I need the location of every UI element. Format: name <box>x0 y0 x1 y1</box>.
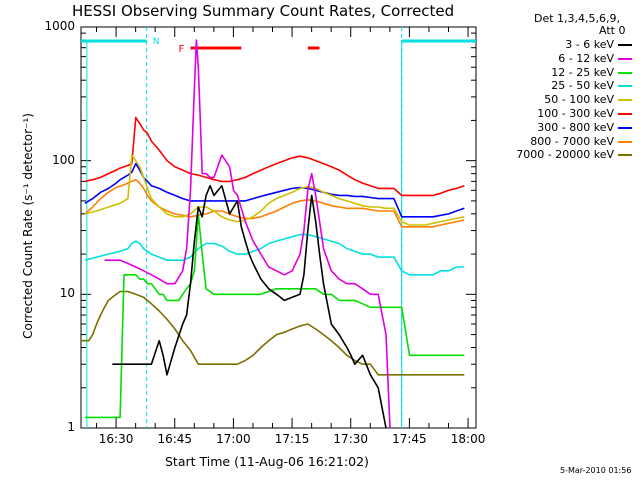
series-line-50-100-kev <box>84 154 465 226</box>
legend-swatch <box>618 57 632 60</box>
x-tick-label: 17:45 <box>392 432 427 446</box>
x-axis-label: Start Time (11-Aug-06 16:21:02) <box>165 454 369 469</box>
legend-entry: 6 - 12 keV <box>476 52 636 66</box>
legend-entry: 300 - 800 keV <box>476 121 636 135</box>
legend-swatch <box>618 112 632 115</box>
chart-title: HESSI Observing Summary Count Rates, Cor… <box>72 2 455 20</box>
legend-entry: 3 - 6 keV <box>476 38 636 52</box>
legend-swatch <box>618 85 632 88</box>
series-line-25-50-kev <box>84 233 465 276</box>
series-line-800-7000-kev <box>84 178 465 228</box>
legend-label: 300 - 800 keV <box>537 120 614 134</box>
series-line-3-6-kev <box>112 184 387 428</box>
legend-label: 7000 - 20000 keV <box>516 148 614 162</box>
legend-label: 3 - 6 keV <box>565 38 614 51</box>
attenuator-info: Att 0 <box>599 24 626 37</box>
legend-label: 6 - 12 keV <box>558 51 614 65</box>
y-tick-label: 10 <box>59 286 75 301</box>
x-tick-label: 17:15 <box>274 432 310 446</box>
y-axis-label: Corrected Count Rate (s⁻¹ detector⁻¹) <box>21 113 35 339</box>
legend-swatch <box>618 126 632 129</box>
legend-entry: 800 - 7000 keV <box>476 135 636 149</box>
legend-swatch <box>618 71 632 74</box>
x-tick-label: 16:30 <box>98 432 134 446</box>
plot-frame <box>80 26 477 429</box>
flare-marker: F <box>179 44 185 55</box>
legend-entry: 7000 - 20000 keV <box>476 148 636 162</box>
series-line-100-300-kev <box>84 116 465 197</box>
legend-entry: 50 - 100 keV <box>476 93 636 107</box>
legend-label: 25 - 50 keV <box>551 79 614 93</box>
legend-label: 12 - 25 keV <box>551 65 614 79</box>
x-tick-label: 18:00 <box>450 432 486 446</box>
legend-label: 100 - 300 keV <box>537 106 614 120</box>
night-marker: N <box>153 37 160 47</box>
series-line-7000-20000-kev <box>81 290 465 376</box>
legend-swatch <box>618 154 632 157</box>
x-tick-label: 16:45 <box>157 432 193 446</box>
series-line-6-12-kev <box>104 39 391 428</box>
legend-entry: 25 - 50 keV <box>476 79 636 93</box>
x-tick-label: 17:30 <box>333 432 369 446</box>
x-tick-label: 17:00 <box>216 432 251 446</box>
detector-info: Det 1,3,4,5,6,9, <box>534 12 621 25</box>
series-line-300-800-kev <box>84 162 465 218</box>
y-tick-label: 1000 <box>44 19 75 33</box>
series-line-12-25-kev <box>84 213 465 419</box>
legend-label: 50 - 100 keV <box>544 93 614 107</box>
y-tick-label: 100 <box>52 152 75 167</box>
legend-label: 800 - 7000 keV <box>530 134 614 148</box>
legend-entry: 100 - 300 keV <box>476 107 636 121</box>
legend: 3 - 6 keV 6 - 12 keV 12 - 25 keV 25 - 50 ke… <box>476 38 636 162</box>
legend-swatch <box>618 99 632 102</box>
legend-entry: 12 - 25 keV <box>476 66 636 80</box>
timestamp: 5-Mar-2010 01:56 <box>560 466 632 475</box>
legend-swatch <box>618 140 632 143</box>
legend-swatch <box>618 44 632 46</box>
y-tick-label: 1 <box>67 420 75 434</box>
series-group <box>81 39 465 428</box>
